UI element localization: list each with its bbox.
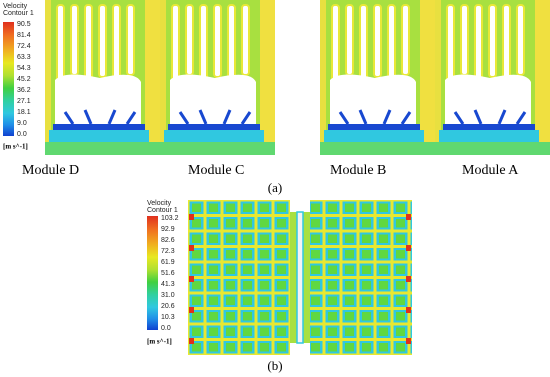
legend-label: 27.1 <box>17 98 31 105</box>
legend-title: Velocity <box>147 200 172 207</box>
legend-label: 36.2 <box>17 87 31 94</box>
legend-label: 45.2 <box>17 76 31 83</box>
color-bar <box>147 216 158 330</box>
contour-image <box>188 200 412 355</box>
legend-label: 31.0 <box>161 292 175 299</box>
module-label: Module D <box>22 163 79 178</box>
legend-label: 51.6 <box>161 270 175 277</box>
caption: (a) <box>268 180 282 195</box>
legend-label: 18.1 <box>17 109 31 116</box>
legend-label: 82.6 <box>161 237 175 244</box>
legend-labels: 90.5 81.4 72.4 63.3 54.3 45.2 36.2 27.1 18.1 9.0 0… <box>17 21 31 138</box>
legend-label: 81.4 <box>17 32 31 39</box>
color-bar <box>3 22 14 136</box>
legend-label: 90.5 <box>17 21 31 28</box>
legend-label: 61.9 <box>161 259 175 266</box>
legend-label: 72.4 <box>17 43 31 50</box>
legend-unit: [m s^-1] <box>147 338 172 346</box>
legend-label: 72.3 <box>161 248 175 255</box>
module-label: Module A <box>462 163 519 178</box>
legend-label: 0.0 <box>161 325 171 332</box>
legend-label: 54.3 <box>17 65 31 72</box>
legend-label: 20.6 <box>161 303 175 310</box>
module-label: Module C <box>188 163 244 178</box>
legend-subtitle: Contour 1 <box>147 207 178 214</box>
legend-label: 103.2 <box>161 215 179 222</box>
legend-label: 41.3 <box>161 281 175 288</box>
legend-label: 92.9 <box>161 226 175 233</box>
legend-title: Velocity <box>3 3 28 10</box>
legend-subtitle: Contour 1 <box>3 10 34 17</box>
legend-label: 0.0 <box>17 131 27 138</box>
legend-label: 10.3 <box>161 314 175 321</box>
module-label: Module B <box>330 163 386 178</box>
legend-unit: [m s^-1] <box>3 143 28 151</box>
contour-image <box>43 0 277 157</box>
legend-labels: 103.2 92.9 82.6 72.3 61.9 51.6 41.3 31.0 20.6 10.… <box>161 215 179 332</box>
legend-label: 9.0 <box>17 120 27 127</box>
caption: (b) <box>267 358 282 373</box>
legend-label: 63.3 <box>17 54 31 61</box>
contour-image <box>318 0 550 157</box>
